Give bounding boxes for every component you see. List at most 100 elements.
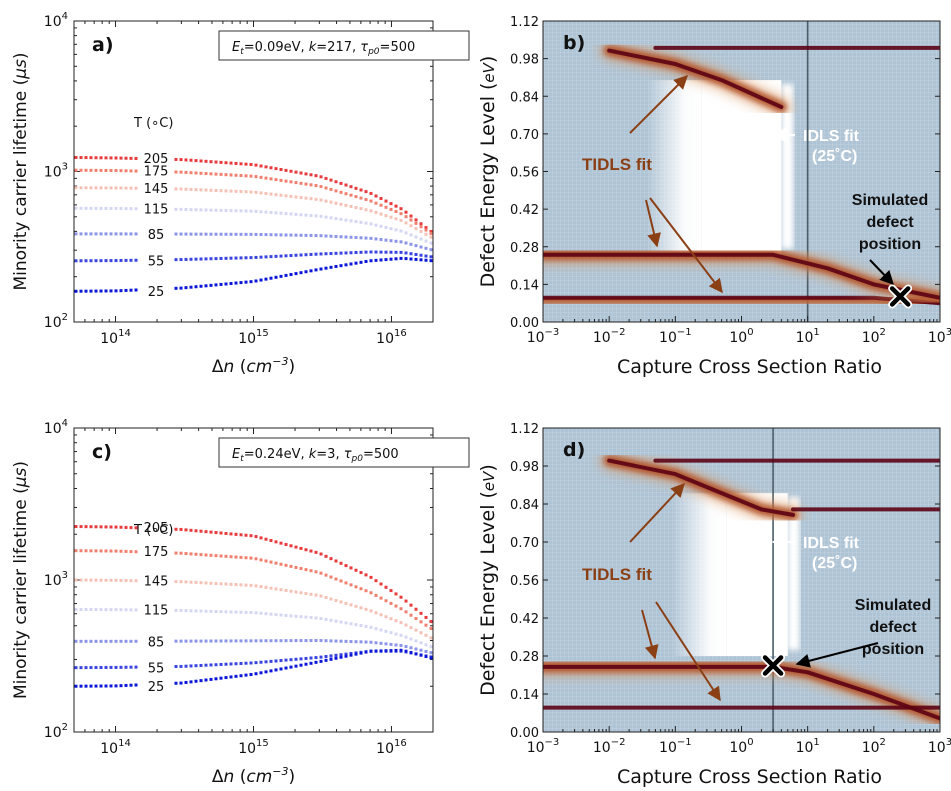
y-tick-label: 1.12 (510, 15, 539, 30)
data-point (369, 259, 373, 263)
data-point (394, 632, 398, 636)
data-point (324, 252, 328, 256)
data-point (239, 209, 243, 213)
data-point (324, 186, 328, 190)
x-tick-label: 102 (862, 327, 886, 346)
data-point (389, 601, 393, 605)
data-point (294, 664, 298, 668)
data-point (274, 613, 278, 617)
data-point (214, 554, 218, 558)
data-point (79, 206, 83, 210)
data-point (239, 162, 243, 166)
y-tick-label: 0.00 (510, 316, 539, 331)
data-point (354, 604, 358, 608)
x-tick-label: 10−1 (659, 737, 692, 756)
data-point (334, 234, 338, 238)
data-point (104, 168, 108, 172)
data-point (354, 640, 358, 644)
data-point (134, 683, 138, 687)
data-point (419, 648, 423, 652)
x-tick-label: 10−3 (527, 327, 560, 346)
data-point (429, 235, 433, 239)
data-point (89, 684, 93, 688)
x-tick-label: 1015 (238, 738, 269, 757)
data-point (379, 582, 383, 586)
data-point (354, 568, 358, 572)
x-tick-label-exp: 15 (256, 328, 269, 339)
data-point (359, 250, 363, 254)
data-point (124, 156, 128, 160)
data-point (419, 641, 423, 645)
x-tick-label-exp: −2 (611, 737, 626, 748)
data-point (309, 569, 313, 573)
data-point (104, 549, 108, 553)
data-point (219, 160, 223, 164)
data-point (409, 242, 413, 246)
data-point (229, 555, 233, 559)
series-25: 25 (74, 648, 433, 695)
data-point (124, 232, 128, 236)
data-point (394, 257, 398, 261)
data-point (424, 655, 428, 659)
x-tick-label-exp: 0 (747, 737, 753, 748)
x-tick-label-base: 10 (796, 330, 814, 346)
data-point (334, 619, 338, 623)
data-point (359, 188, 363, 192)
data-point (364, 624, 368, 628)
data-point (189, 664, 193, 668)
data-point (244, 533, 248, 537)
data-point (374, 194, 378, 198)
data-point (94, 232, 98, 236)
data-point (419, 225, 423, 229)
data-point (254, 190, 258, 194)
data-point (134, 186, 138, 190)
info-part: t (240, 454, 244, 464)
data-point (174, 665, 178, 669)
data-point (314, 639, 318, 643)
data-point (249, 209, 253, 213)
data-point (314, 593, 318, 597)
data-point (319, 552, 323, 556)
x-tick-label-base: 10 (593, 330, 611, 346)
data-point (299, 253, 303, 257)
data-point (209, 172, 213, 176)
data-point (334, 189, 338, 193)
data-point (234, 209, 238, 213)
data-point (249, 673, 253, 677)
data-point (184, 609, 188, 613)
y-tick-label: 0.00 (510, 726, 539, 741)
simulated-label: defect (866, 214, 914, 231)
data-point (424, 258, 428, 262)
data-point (369, 236, 373, 240)
data-point (194, 529, 198, 533)
data-point (114, 156, 118, 160)
data-point (199, 188, 203, 192)
data-point (404, 221, 408, 225)
data-point (339, 181, 343, 185)
data-point (104, 525, 108, 529)
x-tick-label-exp: 14 (118, 328, 131, 339)
info-part: =217, (316, 40, 360, 55)
data-point (89, 549, 93, 553)
data-point (369, 649, 373, 653)
data-point (404, 599, 408, 603)
data-point (194, 679, 198, 683)
series-label: 145 (144, 574, 169, 589)
data-point (339, 235, 343, 239)
data-point (79, 578, 83, 582)
data-point (349, 566, 353, 570)
data-point (264, 277, 268, 281)
data-point (289, 169, 293, 173)
data-point (89, 639, 93, 643)
data-point (234, 532, 238, 536)
data-point (94, 608, 98, 612)
x-label-part: n (224, 357, 235, 377)
data-point (359, 220, 363, 224)
data-point (379, 250, 383, 254)
data-point (319, 617, 323, 621)
data-point (114, 608, 118, 612)
series-label: 205 (144, 152, 169, 167)
data-point (399, 256, 403, 260)
data-point (394, 217, 398, 221)
